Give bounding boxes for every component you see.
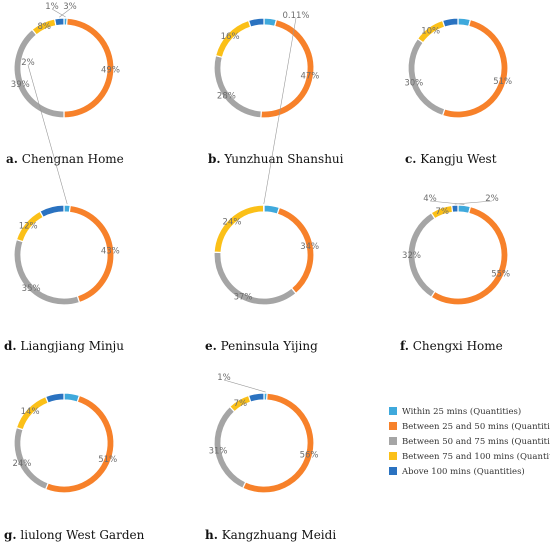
donut-segment [247, 17, 265, 28]
leader-line [27, 64, 68, 205]
caption-letter: c. [405, 152, 416, 166]
donut-segment [407, 37, 446, 117]
chart-caption: c. Kangju West [405, 152, 497, 166]
data-label: 8% [37, 22, 51, 32]
donut-chart-6: 4% 55% 32% 7% 2% f. Chengxi Home [400, 194, 510, 353]
legend-swatch [389, 422, 397, 430]
donut-segment [247, 392, 265, 403]
caption-letter: g. [4, 528, 17, 542]
donut-segment [44, 394, 115, 494]
data-label: 16% [221, 32, 240, 42]
data-label: 43% [101, 247, 120, 257]
data-label: 24% [223, 217, 242, 227]
data-label: 37% [234, 293, 253, 303]
data-label: 24% [12, 459, 31, 469]
data-label: 30% [404, 78, 423, 88]
caption-letter: h. [205, 528, 218, 542]
caption-name: Kangju West [416, 152, 496, 166]
data-label: 2% [21, 58, 35, 68]
data-label: 31% [209, 446, 228, 456]
donut-segment [451, 204, 459, 214]
data-label: 4% [423, 194, 437, 204]
data-label: 47% [300, 71, 319, 81]
caption-letter: d. [4, 339, 17, 353]
donut-segment [441, 17, 459, 28]
donut-segment [213, 251, 297, 306]
legend-entry: Above 100 mins (Quantities) [401, 466, 525, 477]
leader-line [263, 17, 297, 205]
data-label: 10% [421, 26, 440, 36]
data-label: 0.11% [282, 11, 309, 21]
donut-segment [13, 238, 81, 306]
data-label: 2% [485, 194, 499, 204]
leader-line [59, 8, 71, 18]
chart-caption: a. Chengnan Home [6, 152, 124, 166]
caption-name: Chengnan Home [18, 152, 124, 166]
data-label: 49% [101, 65, 120, 75]
chart-caption: h. Kangzhuang Meidi [205, 528, 336, 542]
chart-caption: e. Peninsula Yijing [205, 339, 318, 353]
legend-entry: Between 75 and 100 mins (Quantities) [402, 451, 550, 462]
donut-chart-7: 51% 24% 14% g. liulong West Garden [4, 392, 145, 542]
leader-line [454, 200, 493, 205]
legend-swatch [389, 437, 397, 445]
donut-chart-2: 47% 28% 16% b. Yunzhuan Shanshui [208, 17, 344, 166]
leader-line [51, 8, 66, 18]
donut-chart-3: 51% 30% 10% c. Kangju West [404, 17, 512, 166]
legend-swatch [389, 467, 397, 475]
data-label: 3% [63, 2, 77, 12]
caption-letter: f. [400, 339, 409, 353]
caption-name: Kangzhuang Meidi [218, 528, 336, 542]
data-label: 34% [300, 242, 319, 252]
legend-swatch [389, 407, 397, 415]
donut-segment [213, 54, 262, 119]
caption-name: Yunzhuan Shanshui [221, 152, 344, 166]
donut-chart-5: 34% 37% 24% 0.11% e. Peninsula Yijing [205, 11, 319, 353]
donut-chart-1: 1% 49% 39% 8% 3% a. Chengnan Home [6, 2, 124, 166]
caption-name: Chengxi Home [409, 339, 503, 353]
chart-caption: g. liulong West Garden [4, 528, 145, 542]
data-label: 1% [217, 373, 231, 383]
legend-entry: Within 25 mins (Quantities) [402, 406, 521, 417]
data-label: 28% [217, 91, 236, 101]
caption-letter: e. [205, 339, 217, 353]
data-label: 7% [234, 399, 248, 409]
donut-segment [430, 205, 509, 306]
chart-caption: f. Chengxi Home [400, 339, 503, 353]
data-label: 51% [98, 455, 117, 465]
donut-segment [53, 17, 65, 27]
donut-segment [44, 392, 65, 404]
donut-segment [39, 204, 65, 219]
data-label: 32% [402, 251, 421, 261]
legend-entry: Between 25 and 50 mins (Quantities) [402, 421, 550, 432]
data-label: 1% [45, 2, 59, 12]
donut-chart-8: 1% 56% 31% 7% h. Kangzhuang Meidi [205, 373, 336, 542]
data-label: 14% [21, 407, 40, 417]
data-label: 35% [22, 284, 41, 294]
data-label: 51% [493, 77, 512, 87]
leader-line [223, 379, 266, 393]
caption-letter: b. [208, 152, 221, 166]
data-label: 55% [491, 269, 510, 279]
chart-caption: d. Liangjiang Minju [4, 339, 124, 353]
caption-name: Peninsula Yijing [217, 339, 318, 353]
donut-segment [441, 18, 509, 119]
caption-name: Liangjiang Minju [17, 339, 125, 353]
data-label: 7% [435, 207, 449, 217]
donut-segment [241, 392, 315, 494]
legend-entry: Between 50 and 75 mins (Quantities) [402, 436, 550, 447]
data-label: 12% [19, 221, 38, 231]
donut-chart-4: 2% 43% 35% 12% d. Liangjiang Minju [4, 58, 124, 353]
chart-caption: b. Yunzhuan Shanshui [208, 152, 344, 166]
legend-swatch [389, 452, 397, 460]
legend: Within 25 mins (Quantities) Between 25 an… [389, 406, 550, 477]
donut-segment [213, 204, 265, 254]
caption-name: liulong West Garden [17, 528, 145, 542]
data-label: 56% [300, 451, 319, 461]
data-label: 39% [11, 80, 30, 90]
caption-letter: a. [6, 152, 18, 166]
